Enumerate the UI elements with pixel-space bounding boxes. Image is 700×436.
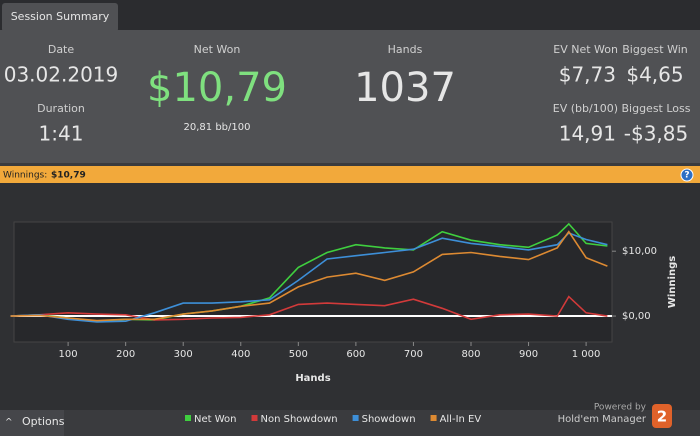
legend-label: Showdown: [362, 414, 416, 425]
legend-label: Non Showdown: [261, 414, 338, 425]
x-axis-label: Hands: [295, 373, 330, 384]
options-button[interactable]: [0, 410, 64, 436]
brand-badge: [652, 404, 672, 428]
label: Date: [48, 43, 75, 56]
value: 14,91: [559, 122, 616, 146]
y-axis-label: Winnings: [667, 256, 678, 308]
x-tick-label: 1 000: [572, 349, 601, 360]
x-tick-label: 400: [231, 349, 250, 360]
legend-swatch: [430, 415, 437, 421]
label: EV Net Won: [553, 43, 618, 56]
tab-label[interactable]: Session Summary: [11, 10, 110, 23]
label: Hands: [388, 43, 423, 56]
summary-panel: [0, 30, 700, 163]
legend-label: Net Won: [194, 414, 237, 425]
label: Biggest Loss: [621, 102, 690, 115]
help-icon[interactable]: [680, 168, 694, 182]
y-tick-label: $10,00: [622, 246, 657, 257]
legend-swatch: [185, 415, 191, 421]
series-line: [10, 232, 608, 323]
x-tick-label: 900: [519, 349, 538, 360]
options-caret[interactable]: ^: [5, 418, 13, 428]
legend-swatch: [352, 415, 359, 421]
options-label[interactable]: Options: [22, 415, 65, 428]
winnings-bar: [0, 166, 700, 183]
x-tick-label: 700: [404, 349, 423, 360]
help-text[interactable]: ?: [684, 171, 689, 181]
legend-label: All-In EV: [440, 414, 482, 425]
x-tick-label: 500: [289, 349, 308, 360]
value: 03.02.2019: [4, 63, 119, 87]
legend-swatch: [251, 415, 258, 421]
x-tick-label: 600: [346, 349, 365, 360]
value: $4,65: [626, 63, 683, 87]
x-tick-label: 200: [116, 349, 135, 360]
winnings-label: Winnings:: [3, 171, 47, 181]
x-tick-label: 100: [59, 349, 78, 360]
value: 1:41: [39, 122, 84, 146]
label: Net Won: [194, 43, 241, 56]
value-sub: 20,81 bb/100: [184, 122, 251, 133]
label: EV (bb/100): [553, 102, 618, 115]
x-tick-label: 300: [174, 349, 193, 360]
value: -$3,85: [624, 122, 688, 146]
y-tick-label: $0,00: [622, 311, 651, 322]
winnings-value: $10,79: [51, 171, 86, 181]
powered-by: Powered by: [594, 403, 647, 413]
series-line: [10, 295, 608, 321]
brand: Hold'em Manager: [558, 414, 647, 425]
label: Biggest Win: [622, 43, 688, 56]
chart: 100 200 300 400 500 600 700 800 900 1 000 $0,00 $10…: [10, 222, 678, 384]
value: 1037: [354, 65, 456, 111]
net-won-value: $10,79: [147, 65, 287, 111]
tab[interactable]: [2, 3, 118, 32]
value: $7,73: [559, 63, 616, 87]
series-line: [10, 230, 608, 322]
label: Duration: [37, 102, 85, 115]
brand-version: 2: [657, 408, 667, 426]
x-tick-label: 800: [461, 349, 480, 360]
